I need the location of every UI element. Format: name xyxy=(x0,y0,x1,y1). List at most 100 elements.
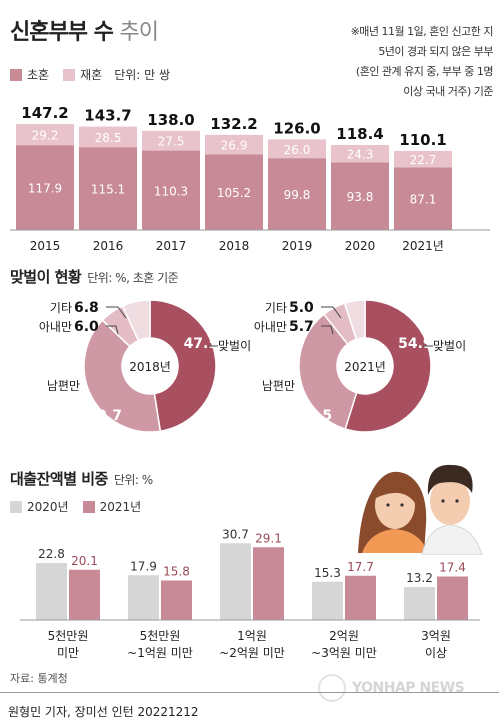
bar-2020 xyxy=(404,587,435,620)
note-line: (혼인 관계 유지 중, 부부 중 1명 xyxy=(355,65,494,78)
label-2021: 20.1 xyxy=(71,554,98,568)
section2-title-text: 맞벌이 현황 xyxy=(10,268,82,286)
x-tick-label: 3억원 xyxy=(421,629,451,643)
bar-first-marriage xyxy=(79,147,137,230)
x-tick-label: 2015 xyxy=(30,239,61,253)
bar-2021 xyxy=(345,575,376,620)
pie-value-label: 34.5 xyxy=(298,408,333,424)
label-2021: 17.7 xyxy=(347,560,374,574)
pie-leader-line xyxy=(106,306,127,319)
bar-first-marriage xyxy=(16,145,74,230)
x-tick-label: 2억원 xyxy=(329,629,359,643)
x-tick-label: 2016 xyxy=(93,239,124,253)
legend-swatch-second xyxy=(63,68,76,81)
bar-first-marriage xyxy=(205,154,263,230)
chart-newlywed-trend: 117.9 29.2 147.2 2015 115.1 28.5 143.7 2016 110.… xyxy=(10,104,490,253)
pie-name-label: 남편만 xyxy=(47,379,80,393)
pie-slice xyxy=(343,299,366,341)
legend-swatch-2020 xyxy=(10,500,22,513)
x-tick-label: ~2억원 미만 xyxy=(219,646,285,660)
label-first-marriage: 117.9 xyxy=(28,182,62,196)
pie-name-label: 아내만 xyxy=(39,320,72,334)
bar-remarriage xyxy=(79,126,137,148)
section3-note: 단위: % xyxy=(113,473,153,487)
label-total: 143.7 xyxy=(84,107,131,125)
pie-slice xyxy=(298,313,358,430)
note-line: ※매년 11월 1일, 혼인 신고한 지 xyxy=(350,25,494,38)
credit-line: 원형민 기자, 장미선 인턴 20221212 xyxy=(8,705,199,719)
x-tick-label: 1억원 xyxy=(237,629,267,643)
bar-remarriage xyxy=(16,124,74,146)
label-remarriage: 24.3 xyxy=(347,148,374,162)
yonhap-logo-ring xyxy=(318,674,346,702)
bar-2020 xyxy=(312,581,343,620)
pie-value-label: 5.7 xyxy=(289,319,314,335)
pie-value-label: 6.0 xyxy=(74,319,99,335)
section3-title-text: 대출잔액별 비중 xyxy=(10,470,108,488)
label-2020: 30.7 xyxy=(222,527,249,541)
label-2020: 17.9 xyxy=(130,559,157,573)
label-first-marriage: 93.8 xyxy=(347,190,374,204)
legend-label-2021: 2021년 xyxy=(99,500,142,514)
footer-divider xyxy=(0,692,499,693)
x-tick-label: 미만 xyxy=(57,646,79,660)
pie-slice xyxy=(83,319,162,433)
legend-marriage: 초혼 재혼 단위: 만 쌍 xyxy=(10,66,170,83)
label-remarriage: 28.5 xyxy=(95,131,122,145)
legend-label-second: 재혼 xyxy=(80,68,103,82)
label-2021: 29.1 xyxy=(255,531,282,545)
note-line: 이상 국내 거주) 기준 xyxy=(403,85,493,98)
source-note: 자료: 통계청 xyxy=(10,672,68,685)
x-tick-label: 5천만원 xyxy=(48,628,89,643)
bar-remarriage xyxy=(331,144,389,163)
title-main-text: 신혼부부 수 xyxy=(10,20,114,45)
label-first-marriage: 99.8 xyxy=(284,188,311,202)
pie-slice xyxy=(149,299,217,433)
label-remarriage: 29.2 xyxy=(32,129,59,143)
bar-first-marriage xyxy=(268,158,326,230)
pie-value-label: 6.8 xyxy=(74,300,99,316)
label-first-marriage: 110.3 xyxy=(154,184,188,198)
bar-remarriage xyxy=(268,139,326,159)
label-total: 132.2 xyxy=(210,115,257,133)
page-title: 신혼부부 수 추이 xyxy=(10,14,159,46)
legend-swatch-2021 xyxy=(82,500,95,513)
pie-name-label: 맞벌이 xyxy=(433,339,466,353)
label-2021: 17.4 xyxy=(439,561,466,575)
section-loan-title: 대출잔액별 비중 단위: % xyxy=(10,468,153,489)
pie-leader-line xyxy=(321,325,334,335)
couple-illustration xyxy=(358,464,483,555)
label-remarriage: 26.9 xyxy=(221,139,248,153)
legend-unit: 단위: 만 쌍 xyxy=(114,68,171,82)
pie-name-label: 아내만 xyxy=(254,320,287,334)
bar-remarriage xyxy=(142,130,200,151)
x-tick-label: 5천만원 xyxy=(140,628,181,643)
pie-name-label: 기타 xyxy=(50,301,72,315)
bar-2021 xyxy=(253,547,284,620)
label-total: 147.2 xyxy=(21,104,68,122)
bar-2021 xyxy=(69,569,100,620)
pie-value-label: 5.0 xyxy=(289,300,314,316)
label-2020: 13.2 xyxy=(406,571,433,585)
pie-slice xyxy=(121,299,151,342)
pie-center-label: 2018년 xyxy=(129,360,171,374)
x-tick-label: 2017 xyxy=(156,239,187,253)
bar-remarriage xyxy=(394,150,452,168)
x-tick-label: 2021년 xyxy=(402,239,444,253)
x-tick-label: ~1억원 미만 xyxy=(127,646,193,660)
label-first-marriage: 115.1 xyxy=(91,183,125,197)
x-tick-label: 2020 xyxy=(345,239,376,253)
bar-remarriage xyxy=(205,134,263,155)
bar-2020 xyxy=(220,543,251,620)
pie-value-label: 54.9 xyxy=(398,336,433,352)
label-total: 118.4 xyxy=(336,125,383,143)
label-remarriage: 22.7 xyxy=(410,153,437,167)
bar-first-marriage xyxy=(394,167,452,230)
bar-2020 xyxy=(36,563,67,620)
pie-name-label: 남편만 xyxy=(262,379,295,393)
legend-swatch-first xyxy=(10,68,22,81)
label-total: 138.0 xyxy=(147,111,194,129)
bar-2021 xyxy=(161,580,192,620)
